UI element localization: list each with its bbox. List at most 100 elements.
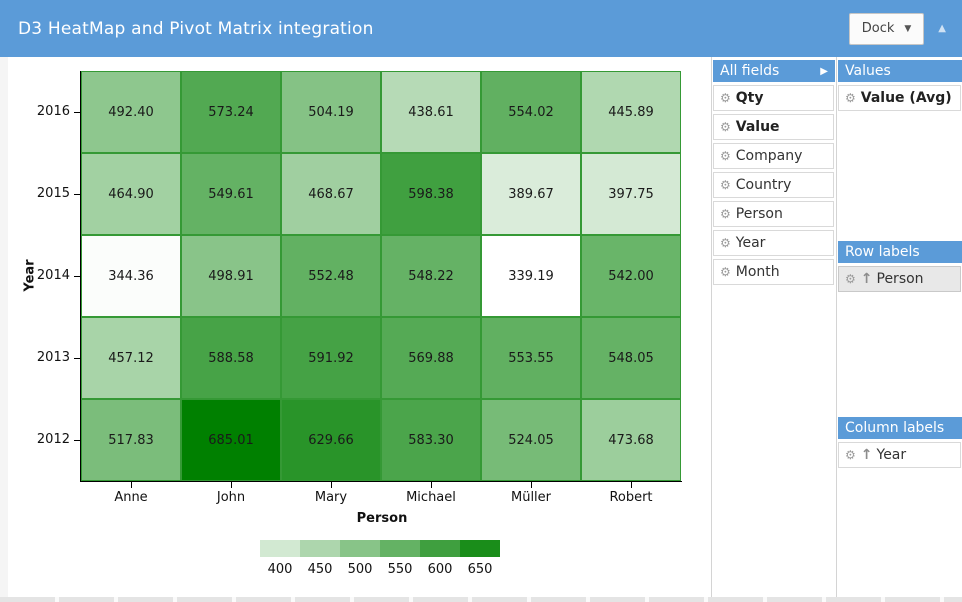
heatmap-cell: 339.19 [481,235,581,317]
heatmap-cell: 588.58 [181,317,281,399]
legend-swatch [420,540,460,557]
values-title: Values [845,63,891,79]
heatmap-cell: 445.89 [581,71,681,153]
x-tick-label: John [216,490,246,505]
all-fields-panel: All fields ▶ ⚙ Qty ⚙ Value ⚙ Company ⚙ Country ⚙… [711,57,835,597]
row-labels-title: Row labels [845,244,920,260]
dock-button-label: Dock [861,21,895,36]
heatmap-grid: 492.40 573.24 504.19 438.61 554.02 445.89 464.… [81,71,683,481]
y-axis-tick [74,276,81,277]
legend-tick-label: 600 [427,562,453,577]
field-item-year[interactable]: ⚙ ↑ Year [838,442,961,468]
gear-icon: ⚙ [845,272,856,286]
field-item-person[interactable]: ⚙ Person [713,201,834,227]
legend-tick-label: 650 [467,562,493,577]
heatmap-chart: Year 492.40 573.24 504.19 438.61 554.02 445.8… [8,57,710,597]
heatmap-cell: 548.22 [381,235,481,317]
field-item-label: Year [876,447,907,463]
heatmap-cell: 554.02 [481,71,581,153]
legend-swatch [340,540,380,557]
pivot-layout-panel: Values ⚙ Value (Avg) Row labels ⚙ ↑ Person … [836,57,962,597]
heatmap-cell: 524.05 [481,399,581,481]
legend-tick-label: 400 [267,562,293,577]
sort-ascending-icon: ↑ [860,271,873,287]
page-title: D3 HeatMap and Pivot Matrix integration [18,18,374,39]
gear-icon: ⚙ [845,448,856,462]
field-item-country[interactable]: ⚙ Country [713,172,834,198]
y-axis-tick [74,112,81,113]
gear-icon: ⚙ [720,265,731,279]
heatmap-cell: 438.61 [381,71,481,153]
row-labels-header[interactable]: Row labels [838,241,962,263]
chevron-right-icon: ▶ [820,65,828,77]
gear-icon: ⚙ [845,91,856,105]
y-tick-label: 2015 [36,186,70,201]
field-item-label: Value (Avg) [860,90,952,106]
field-item-value[interactable]: ⚙ Value [713,114,834,140]
chevron-down-icon: ▼ [904,23,912,34]
field-item-year[interactable]: ⚙ Year [713,230,834,256]
y-axis-tick [74,440,81,441]
heatmap-cell: 553.55 [481,317,581,399]
x-tick-label: Robert [609,490,653,505]
dock-dropdown-button[interactable]: Dock ▼ [848,12,925,45]
heatmap-cell: 549.61 [181,153,281,235]
heatmap-cell: 542.00 [581,235,681,317]
heatmap-cell: 583.30 [381,399,481,481]
heatmap-cell: 591.92 [281,317,381,399]
field-item-label: Value [735,119,780,135]
gear-icon: ⚙ [720,120,731,134]
gear-icon: ⚙ [720,236,731,250]
legend-swatch [260,540,300,557]
heatmap-cell: 629.66 [281,399,381,481]
field-item-label: Person [735,206,783,222]
gear-icon: ⚙ [720,178,731,192]
values-header[interactable]: Values [838,60,962,82]
demo-header: D3 HeatMap and Pivot Matrix integration … [0,0,962,57]
gear-icon: ⚙ [720,207,731,221]
field-item-person[interactable]: ⚙ ↑ Person [838,266,961,292]
x-axis-tick [231,482,232,488]
field-item-qty[interactable]: ⚙ Qty [713,85,834,111]
legend-labels: 400 450 500 550 600 650 [260,562,500,577]
heatmap-cell: 504.19 [281,71,381,153]
legend-swatch [380,540,420,557]
bottom-resize-strip [0,597,962,602]
x-tick-label: Michael [406,490,456,505]
main-content: Year 492.40 573.24 504.19 438.61 554.02 445.8… [0,57,962,597]
heatmap-cell: 498.91 [181,235,281,317]
legend-tick-label: 550 [387,562,413,577]
heatmap-cell: 573.24 [181,71,281,153]
field-item-label: Year [735,235,766,251]
x-tick-label: Mary [314,490,348,505]
field-item-month[interactable]: ⚙ Month [713,259,834,285]
field-item-label: Person [876,271,924,287]
heatmap-cell: 569.88 [381,317,481,399]
x-axis-tick [331,482,332,488]
heatmap-cell: 473.68 [581,399,681,481]
field-item-label: Company [735,148,803,164]
heatmap-cell: 344.36 [81,235,181,317]
column-labels-header[interactable]: Column labels [838,417,962,439]
header-actions: Dock ▼ ▲ [848,0,950,57]
legend-tick-label: 450 [307,562,333,577]
field-item-value-avg[interactable]: ⚙ Value (Avg) [838,85,961,111]
heatmap-cell: 492.40 [81,71,181,153]
y-tick-label: 2014 [36,268,70,283]
field-item-company[interactable]: ⚙ Company [713,143,834,169]
collapse-panel-icon[interactable]: ▲ [938,23,946,34]
x-tick-label: Anne [114,490,148,505]
heatmap-cell: 685.01 [181,399,281,481]
heatmap-cell: 517.83 [81,399,181,481]
y-tick-label: 2013 [36,350,70,365]
heatmap-cell: 468.67 [281,153,381,235]
all-fields-header[interactable]: All fields ▶ [713,60,835,82]
x-axis-tick [531,482,532,488]
y-tick-label: 2016 [36,104,70,119]
sort-ascending-icon: ↑ [860,447,873,463]
legend-swatches [260,540,500,557]
all-fields-title: All fields [720,63,780,79]
heatmap-cell: 598.38 [381,153,481,235]
legend-swatch [300,540,340,557]
